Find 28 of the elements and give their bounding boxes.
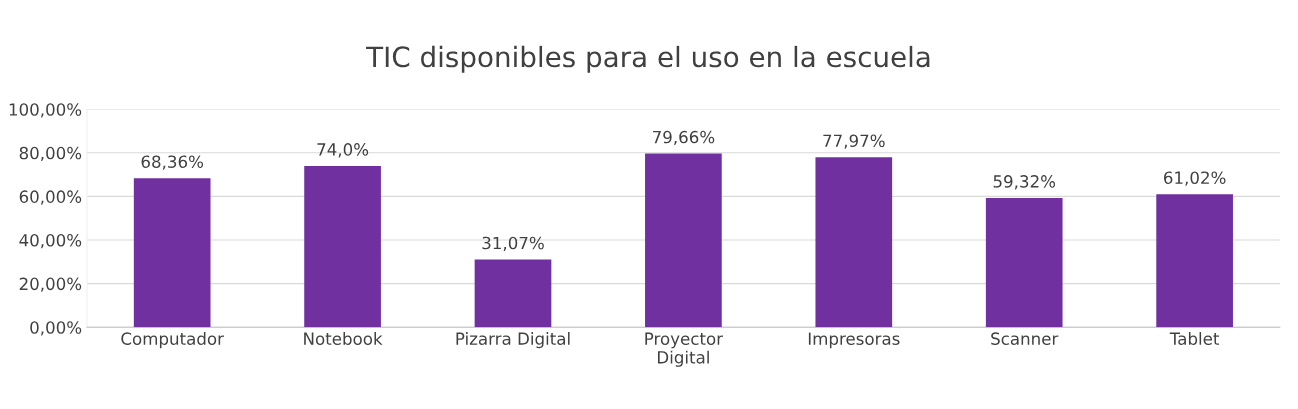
bar [474,259,552,328]
y-tick-label: 100,00% [9,103,82,118]
chart-title: TIC disponibles para el uso en la escuela [366,45,930,73]
x-tick-label: Scanner [991,332,1059,345]
bar [815,157,893,328]
x-tick-label: Impresoras [808,332,900,349]
data-label: 68,36% [141,155,204,170]
x-tick-label: Proyector Digital [645,332,724,367]
data-label: 61,02% [1164,171,1226,186]
x-tick-label: Notebook [304,332,383,345]
y-tick-label: 20,00% [19,277,82,292]
x-tick-label: Computador [121,332,224,349]
y-tick-label: 80,00% [19,146,82,162]
bar [304,165,381,328]
bar [133,178,211,328]
data-label: 74,0% [317,143,369,158]
x-tick-label: Pizarra Digital [456,332,570,349]
bar [1156,194,1233,328]
data-label: 77,97% [823,134,885,149]
x-tick-label: Tablet [1169,332,1220,345]
bar [645,153,722,328]
y-tick-label: 40,00% [19,233,82,249]
data-label: 79,66% [652,130,715,146]
data-label: 31,07% [482,236,544,251]
bar [985,197,1063,328]
data-label: 59,32% [993,175,1056,190]
y-tick-label: 60,00% [19,190,82,205]
y-tick-label: 0,00% [30,321,82,336]
